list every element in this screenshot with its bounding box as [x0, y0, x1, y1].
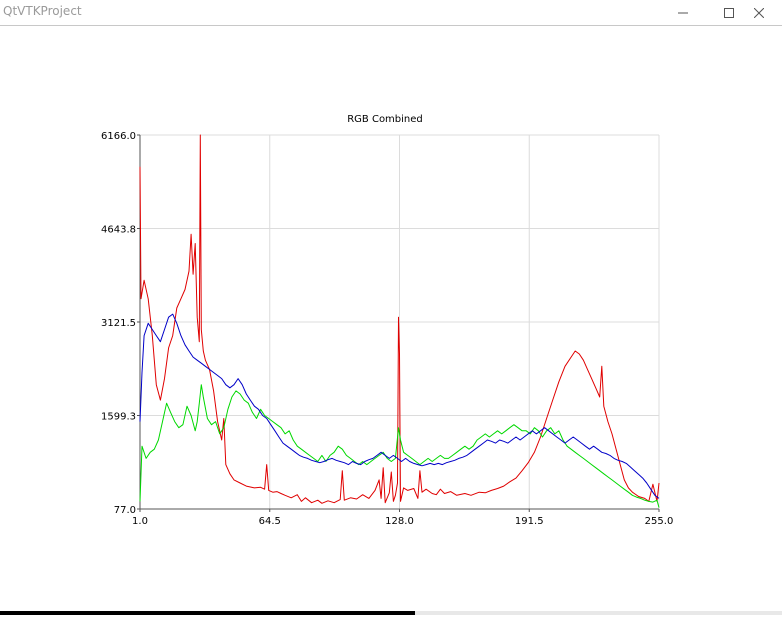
tick-labels: 1.0 64.5 128.0 191.5 255.0 77.0 1599.3 3121.5 46…	[101, 131, 673, 527]
x-tick-label: 128.0	[385, 516, 414, 527]
series-group	[139, 134, 660, 508]
y-tick-label: 3121.5	[101, 318, 136, 329]
x-tick-label: 255.0	[645, 516, 674, 527]
x-tick-label: 64.5	[259, 516, 281, 527]
window-title: QtVTKProject	[3, 4, 82, 18]
title-bar: QtVTKProject	[0, 0, 782, 26]
grid	[139, 134, 660, 510]
x-tick-label: 1.0	[132, 516, 148, 527]
red-series-line	[139, 134, 660, 504]
y-tick-label: 4643.8	[101, 224, 136, 235]
green-series-line	[139, 384, 660, 508]
close-button[interactable]	[736, 0, 782, 25]
maximize-button[interactable]	[706, 0, 752, 25]
maximize-icon	[724, 7, 734, 18]
y-tick-label: 77.0	[114, 505, 136, 516]
minimize-button[interactable]	[660, 0, 706, 25]
close-icon	[754, 7, 764, 18]
minimize-icon	[678, 12, 688, 13]
bottom-edge	[0, 611, 782, 615]
plot-area: RGB Combined 1.0 64.5 128.0 191.5 255.0 77.0 1…	[0, 27, 782, 613]
y-tick-label: 6166.0	[101, 131, 136, 142]
histogram-chart: RGB Combined 1.0 64.5 128.0 191.5 255.077.01…	[101, 114, 673, 527]
y-tick-label: 1599.3	[101, 411, 136, 422]
chart-title: RGB Combined	[347, 114, 423, 125]
x-tick-label: 191.5	[515, 516, 544, 527]
blue-series-line	[139, 313, 660, 499]
